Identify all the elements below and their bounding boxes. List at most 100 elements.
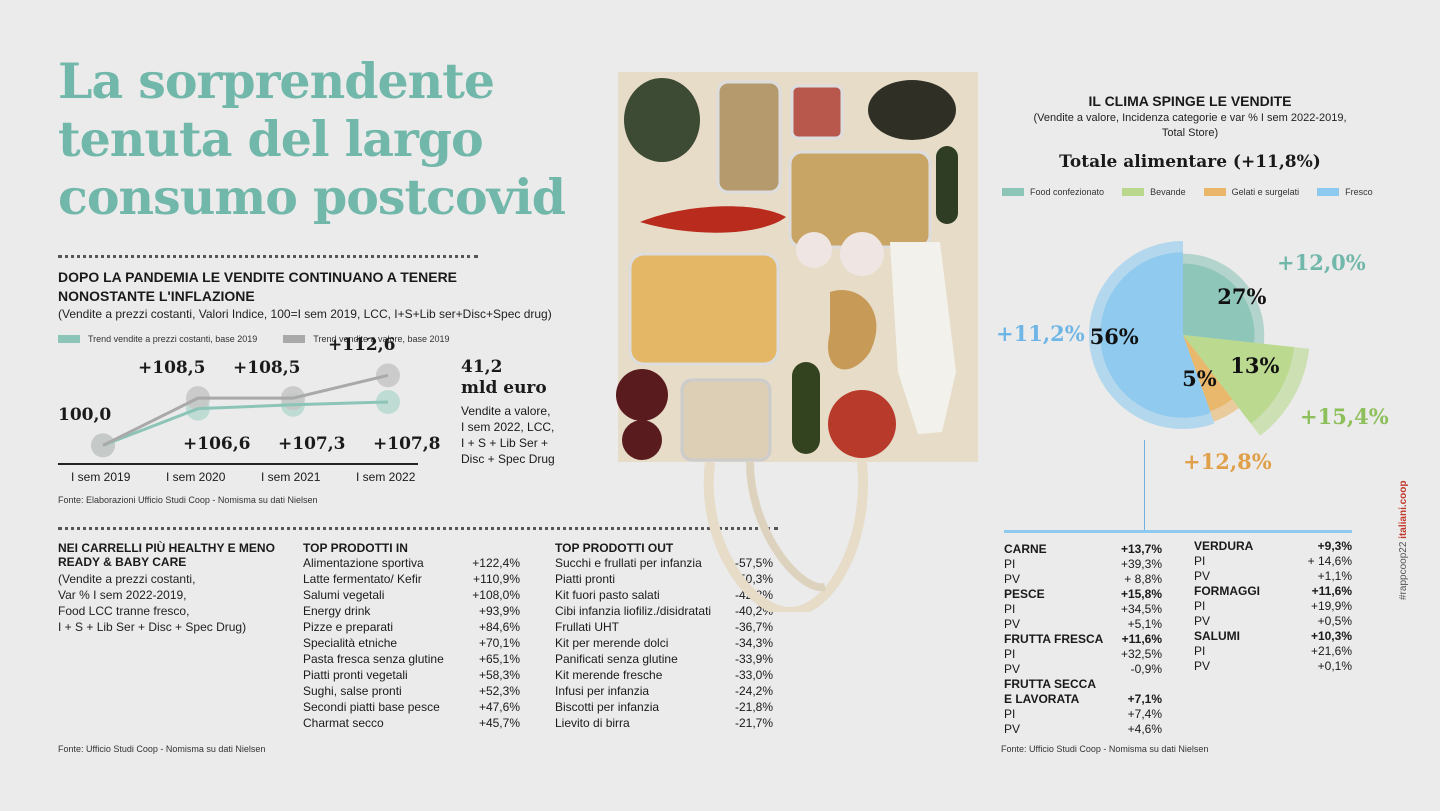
legend-swatch bbox=[1002, 188, 1024, 196]
row-label: Alimentazione sportiva bbox=[303, 556, 424, 570]
legend-label: Fresco bbox=[1345, 187, 1373, 197]
category-table-left: CARNE +13,7% PI +39,3% PV + 8,8% PESCE +15,8% PI… bbox=[1004, 542, 1162, 737]
x-axis bbox=[58, 463, 418, 465]
red-pepper bbox=[640, 206, 786, 233]
red-onion-2 bbox=[622, 420, 662, 460]
category-table-right: VERDURA +9,3% PI + 14,6% PV +1,1% FORMAGGI +11,… bbox=[1194, 539, 1352, 674]
headline-line-1: La sorprendente bbox=[58, 52, 495, 110]
pie-slice bbox=[1100, 252, 1211, 418]
category-label: PI bbox=[1004, 602, 1016, 616]
pie-legend-item: Bevande bbox=[1122, 187, 1186, 197]
apple bbox=[828, 390, 896, 458]
category-pie-chart bbox=[1089, 241, 1310, 436]
category-sub-row: PI +21,6% bbox=[1194, 644, 1352, 659]
row-label: Latte fermentato/ Kefir bbox=[303, 572, 422, 586]
growth-label: +11,2% bbox=[996, 321, 1085, 346]
row-label: Kit fuori pasto salati bbox=[555, 588, 660, 602]
data-label: 100,0 bbox=[58, 405, 112, 426]
category-value: +13,7% bbox=[1120, 542, 1162, 556]
row-label: Piatti pronti bbox=[555, 572, 616, 586]
category-header-row: CARNE +13,7% bbox=[1004, 542, 1162, 557]
category-value: +4,6% bbox=[1127, 722, 1162, 736]
category-header-row: FRUTTA FRESCA +11,6% bbox=[1004, 632, 1162, 647]
pie-slice bbox=[1183, 335, 1295, 424]
trend-legend: Trend vendite a prezzi costanti, base 20… bbox=[58, 334, 450, 344]
row-label: Energy drink bbox=[303, 604, 371, 618]
category-label: PV bbox=[1194, 659, 1211, 673]
clima-title: IL CLIMA SPINGE LE VENDITE bbox=[1088, 93, 1292, 109]
bag-handle-right bbox=[746, 461, 826, 592]
category-label: FRUTTA FRESCA bbox=[1004, 632, 1104, 646]
row-label: Salumi vegetali bbox=[303, 588, 385, 602]
table-row: Latte fermentato/ Kefir +110,9% bbox=[303, 571, 520, 587]
trend-source: Fonte: Elaborazioni Ufficio Studi Coop -… bbox=[58, 495, 318, 505]
table-row: Specialità etniche +70,1% bbox=[303, 635, 520, 651]
legend-swatch bbox=[1317, 188, 1340, 196]
top-out-title: TOP PRODOTTI OUT bbox=[555, 541, 674, 555]
category-sub-row: PV +0,5% bbox=[1194, 614, 1352, 629]
trend-header: DOPO LA PANDEMIA LE VENDITE CONTINUANO A… bbox=[58, 268, 598, 322]
table-row: Lievito di birra -21,7% bbox=[555, 715, 773, 731]
healthy-source: Fonte: Ufficio Studi Coop - Nomisma su d… bbox=[58, 744, 266, 754]
share-label: 27% bbox=[1217, 284, 1267, 310]
healthy-title-1: NEI CARRELLI PIÙ HEALTHY E MENO bbox=[58, 541, 275, 555]
legend-swatch bbox=[1122, 188, 1145, 196]
category-label: PESCE bbox=[1004, 587, 1045, 601]
big-stat-desc-4: Disc + Spec Drug bbox=[461, 452, 555, 466]
trend-title-1: DOPO LA PANDEMIA LE VENDITE CONTINUANO A… bbox=[58, 269, 458, 285]
groceries-illustration bbox=[616, 72, 978, 618]
category-label: PI bbox=[1004, 707, 1016, 721]
category-sub-row: PV -0,9% bbox=[1004, 662, 1162, 677]
clima-subtitle: (Vendite a valore, Incidenza categorie e… bbox=[1000, 111, 1380, 141]
x-tick-label: I sem 2019 bbox=[71, 470, 131, 484]
section-divider-2 bbox=[58, 527, 778, 530]
legend-swatch-teal bbox=[58, 335, 80, 343]
oats-jar bbox=[680, 378, 772, 462]
share-label: 5% bbox=[1182, 366, 1217, 392]
category-sub-row: PI +19,9% bbox=[1194, 599, 1352, 614]
healthy-sub-4: I + S + Lib Ser + Disc + Spec Drug) bbox=[58, 620, 247, 634]
table-row: Pizze e preparati +84,6% bbox=[303, 619, 520, 635]
row-label: Infusi per infanzia bbox=[555, 684, 650, 698]
top-in-title: TOP PRODOTTI IN bbox=[303, 541, 408, 555]
row-label: Cibi infanzia liofiliz./disidratati bbox=[555, 604, 712, 618]
healthy-block: NEI CARRELLI PIÙ HEALTHY E MENO READY & … bbox=[58, 541, 298, 635]
big-stat-desc-1: Vendite a valore, bbox=[461, 404, 551, 418]
table-row: Energy drink +93,9% bbox=[303, 603, 520, 619]
category-value: +1,1% bbox=[1317, 569, 1352, 583]
cucumber bbox=[792, 362, 820, 454]
category-value: +11,6% bbox=[1121, 632, 1162, 646]
squash bbox=[624, 78, 700, 162]
category-header-row: FORMAGGI +11,6% bbox=[1194, 584, 1352, 599]
legend-item-constant: Trend vendite a prezzi costanti, base 20… bbox=[58, 334, 257, 344]
category-label: PI bbox=[1004, 557, 1016, 571]
category-sub-row: PV +4,6% bbox=[1004, 722, 1162, 737]
category-label: PV bbox=[1194, 614, 1211, 628]
side-hashtag-prefix: #rappcoop22 bbox=[1398, 538, 1409, 600]
legend-swatch-grey bbox=[283, 335, 306, 343]
data-label: +107,3 bbox=[278, 434, 346, 454]
growth-label: +12,8% bbox=[1183, 449, 1272, 474]
big-stat-desc-3: I + S + Lib Ser + bbox=[461, 436, 549, 450]
category-sub-row: PV + 8,8% bbox=[1004, 572, 1162, 587]
row-label: Biscotti per infanzia bbox=[555, 700, 660, 714]
legend-label-value: Trend vendite a valore, base 2019 bbox=[313, 334, 450, 344]
row-value: +93,9% bbox=[478, 604, 520, 618]
spice-jar bbox=[790, 84, 844, 140]
section-divider bbox=[58, 255, 478, 258]
category-header-row: VERDURA +9,3% bbox=[1194, 539, 1352, 554]
row-value: +122,4% bbox=[472, 556, 520, 570]
table-row: Frullati UHT -36,7% bbox=[555, 619, 773, 635]
row-label: Kit per merende dolci bbox=[555, 636, 669, 650]
row-value: +58,3% bbox=[478, 668, 520, 682]
pie-slice bbox=[1183, 335, 1233, 412]
row-value: -24,2% bbox=[734, 684, 773, 698]
garlic-1 bbox=[796, 232, 832, 268]
category-value: + 8,8% bbox=[1124, 572, 1162, 586]
pie-slice bbox=[1183, 263, 1255, 343]
category-label: SALUMI bbox=[1194, 629, 1240, 643]
row-value: -21,7% bbox=[734, 716, 773, 730]
clima-subtitle-2: Total Store) bbox=[1161, 127, 1219, 139]
trend-subtitle: (Vendite a prezzi costanti, Valori Indic… bbox=[58, 307, 552, 321]
category-sub-row: PV +5,1% bbox=[1004, 617, 1162, 632]
